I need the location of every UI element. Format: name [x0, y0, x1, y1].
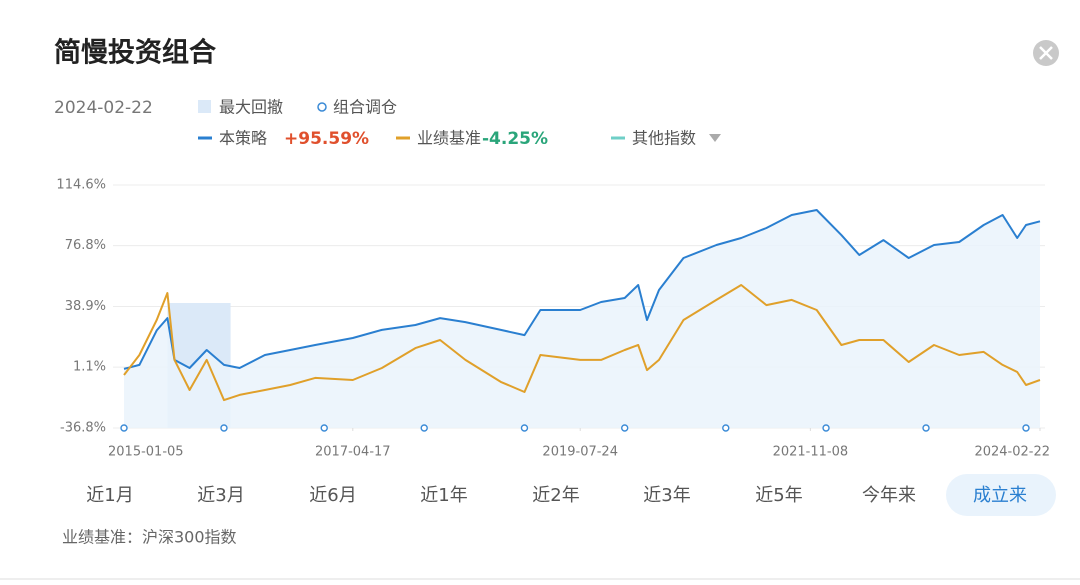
rebalance-marker — [621, 424, 629, 432]
time-range-tab[interactable]: 近2年 — [532, 485, 579, 506]
series-line — [123, 284, 1041, 402]
y-tick-label: 38.9% — [65, 299, 106, 314]
time-range-tab[interactable]: 近1月 — [86, 485, 133, 506]
legend-label[interactable]: 其他指数 — [632, 129, 696, 148]
time-range-tab[interactable]: 成立来 — [973, 485, 1027, 506]
rebalance-marker — [520, 424, 529, 432]
footer-note: 业绩基准：沪深300指数 — [62, 528, 237, 547]
x-tick-label: 2021-11-08 — [773, 445, 849, 460]
y-tick-label: 76.8% — [65, 238, 106, 253]
time-range-tab[interactable]: 近3年 — [643, 485, 690, 506]
tab-highlight[interactable] — [946, 474, 1056, 516]
x-tick-label: 2019-07-24 — [542, 445, 618, 460]
rebalance-marker — [320, 424, 328, 432]
legend-label: 最大回撤 — [219, 98, 283, 117]
y-tick-label: 114.6% — [56, 178, 106, 193]
strategy-area — [124, 210, 1040, 428]
chart-date: 2024-02-22 — [54, 98, 153, 118]
legend-label: 业绩基准 — [417, 129, 481, 148]
legend-swatch — [198, 100, 211, 113]
time-range-tab[interactable]: 近5年 — [755, 485, 802, 506]
legend-return: -4.25% — [482, 129, 548, 149]
time-range-tab[interactable]: 近3月 — [197, 485, 244, 506]
legend-return: +95.59% — [284, 129, 369, 149]
series-line — [123, 209, 1041, 370]
y-tick-label: -36.8% — [60, 421, 106, 436]
legend-label: 本策略 — [219, 129, 267, 148]
dropdown-arrow[interactable] — [709, 134, 721, 142]
rebalance-marker — [922, 424, 930, 432]
x-tick-label: 2017-04-17 — [315, 445, 391, 460]
x-tick-label: 2024-02-22 — [974, 445, 1050, 460]
legend-label: 组合调仓 — [333, 98, 397, 117]
legend-marker — [317, 102, 327, 112]
rebalance-marker — [722, 424, 730, 432]
close-button[interactable] — [1033, 40, 1059, 66]
rebalance-marker — [420, 424, 428, 432]
rebalance-marker — [220, 424, 228, 432]
rebalance-marker — [1022, 424, 1030, 432]
time-range-tab[interactable]: 今年来 — [862, 485, 916, 506]
y-tick-label: 1.1% — [73, 360, 106, 375]
x-tick-label: 2015-01-05 — [108, 445, 184, 460]
page-title: 简慢投资组合 — [54, 37, 216, 69]
rebalance-marker — [822, 424, 830, 432]
rebalance-marker — [120, 424, 128, 432]
time-range-tab[interactable]: 近1年 — [420, 485, 467, 506]
time-range-tab[interactable]: 近6月 — [309, 485, 356, 506]
